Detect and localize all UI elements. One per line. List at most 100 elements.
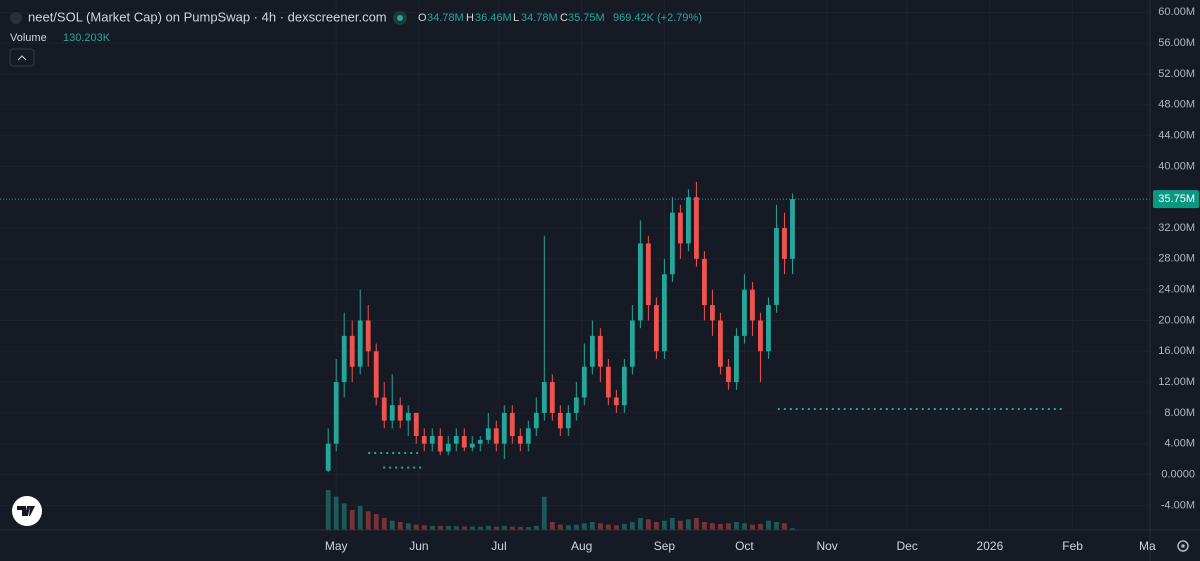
volume-bar [685,519,691,530]
candle-body [373,351,379,398]
settings-icon[interactable] [1177,540,1189,552]
candle-body [774,228,779,306]
y-tick-label: 20.00M [1158,314,1195,326]
volume-bar [445,526,451,530]
y-tick-label: 8.00M [1164,407,1195,419]
x-tick-label: Jun [409,539,428,553]
ohlc-label: O [418,12,427,24]
volume-bar [774,522,779,530]
x-tick-label: Jul [491,539,506,553]
y-tick-label: 28.00M [1158,253,1195,265]
volume-bar [726,523,731,530]
y-tick-label: 12.00M [1158,376,1195,388]
volume-bar [645,519,651,530]
volume-bar [405,523,411,530]
volume-bar [421,525,427,530]
candle-body [333,382,339,444]
candle-body [718,320,723,367]
volume-bar [669,518,675,530]
y-tick-label: -4.00M [1161,499,1195,511]
y-tick-label: 44.00M [1158,129,1195,141]
axes: 60.00M 56.00M 52.00M 48.00M 44.00M 40.00M 32.0… [325,6,1199,553]
y-tick-label: 60.00M [1158,6,1195,18]
y-tick-label: 48.00M [1158,99,1195,111]
tv-logo [12,496,42,526]
volume-bar [357,506,363,530]
volume-bar [613,525,619,530]
x-tick-label: May [325,539,348,553]
volume-bar [493,526,499,530]
volume-bar [710,523,715,530]
candle-body [365,320,371,352]
volume-bar [413,524,419,530]
ohlc-value: 34.78M [427,12,464,24]
volume-value: 130.203K [63,32,111,44]
candle-body [413,412,419,437]
ohlc-label: C [560,12,568,24]
volume-label: Volume [10,32,47,44]
candle-body [501,412,507,444]
volume-bar [589,522,595,530]
volume-bar [677,520,683,530]
volume-bar [758,524,763,530]
gear-center [1181,544,1185,548]
candle-body [469,443,475,448]
volume-bar [782,523,787,530]
candle-body [541,382,547,413]
candle-body [429,436,435,444]
candle-body [325,443,331,471]
candle-body [702,258,707,306]
candle-body [597,335,603,367]
volume-bar [437,526,443,530]
volume-bar [477,526,483,530]
candle-body [750,289,755,321]
candle-body [445,443,451,452]
volume-bar [629,522,635,530]
volume-bar [485,526,491,530]
y-tick-label: 56.00M [1158,37,1195,49]
volume-bar [742,523,747,530]
candle-body [581,366,587,398]
marks [0,181,1150,530]
candle-body [621,366,627,406]
title: neet/SOL (Market Cap) on PumpSwap · 4h ·… [28,9,387,24]
candle-body [525,428,531,444]
candle-body [565,412,571,429]
volume-bar [766,520,771,530]
candle-body [637,243,643,321]
volume-bar [365,511,371,530]
candle-body [742,289,747,336]
collapse-icon [17,55,27,61]
volume-bar [349,510,355,530]
volume-bar [533,526,539,530]
candle-body [726,366,731,383]
candle-body [605,366,611,398]
y-tick-label: 40.00M [1158,160,1195,172]
volume-bar [429,526,435,530]
volume-bar [373,514,379,530]
volume-bar [541,496,547,530]
volume-bar [637,518,643,530]
volume-bar [453,526,459,530]
collapse-button[interactable] [9,48,35,67]
x-tick-label: 2026 [977,539,1004,553]
volume-bar [325,490,331,530]
candle-body [509,412,515,437]
candle-body [661,274,667,352]
volume-bar [549,522,555,530]
volume-bar [517,527,523,530]
ohlc-label: H [466,12,474,24]
price-badge-label: 35.75M [1158,193,1195,205]
candle-body [477,439,483,444]
volume-bar [341,503,347,530]
candle-body [710,305,715,321]
volume-bar [389,520,395,530]
candle-body [381,397,387,421]
volume-bar [469,526,475,530]
volume-bar [573,524,579,530]
y-tick-label: 16.00M [1158,345,1195,357]
ohlc-value: 35.75M [568,12,605,24]
candle-body [734,335,739,383]
